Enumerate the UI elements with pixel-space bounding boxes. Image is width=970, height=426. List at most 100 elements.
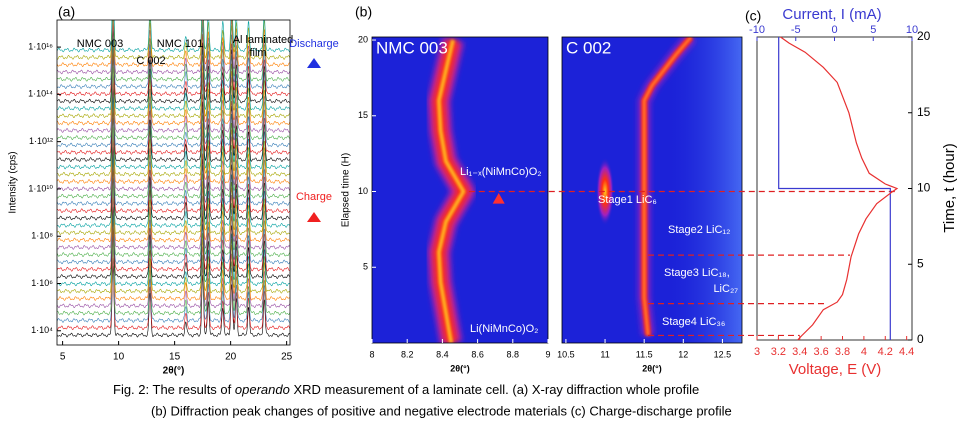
peak-label: NMC 101 [157, 38, 203, 50]
y-tick-label: 1·10⁸ [31, 231, 53, 241]
heatmap [372, 37, 548, 343]
y-tick-label: 1·10¹⁶ [28, 41, 53, 51]
y-tick-label: 1·10¹⁰ [28, 183, 53, 193]
diffraction-trace [57, 46, 290, 119]
x-tick-label: 8.2 [401, 349, 414, 359]
x2-axis-label: Current, I (mA) [782, 6, 881, 23]
arrow-label: Discharge [289, 38, 339, 50]
diffraction-trace [57, 108, 290, 184]
annotation: Stage2 LiC₁₂ [668, 224, 730, 236]
heatmap [562, 37, 742, 343]
x-tick-label: 3 [754, 346, 760, 358]
y-tick-label: 1·10¹⁴ [28, 89, 53, 99]
diffraction-trace [57, 29, 290, 104]
x-tick-label: 4.2 [878, 346, 893, 358]
diffraction-trace [57, 138, 290, 214]
diffraction-trace [57, 23, 290, 97]
x-axis-label: 2θ(°) [450, 363, 469, 373]
ridge [436, 39, 466, 343]
panel-title: NMC 003 [376, 38, 448, 57]
x-axis-label: 2θ(°) [642, 363, 661, 373]
diffraction-trace [57, 154, 290, 228]
diffraction-trace [57, 57, 290, 133]
diffraction-trace [57, 20, 290, 82]
plot-frame [56, 19, 291, 346]
diffraction-trace [57, 206, 290, 279]
x-tick-label: 8 [369, 349, 374, 359]
panel-title: C 002 [566, 38, 611, 57]
y-axis-label: Intensity (cps) [8, 151, 19, 213]
diffraction-trace [57, 197, 290, 272]
voltage-line [780, 36, 899, 341]
diffraction-trace [57, 213, 290, 287]
ridge [643, 37, 692, 336]
y-tick-label: 10 [917, 181, 931, 195]
diffraction-trace [57, 20, 290, 68]
caption-part: Fig. 2: The results of [113, 382, 235, 397]
diffraction-trace [57, 20, 290, 53]
panel-label: (a) [58, 4, 75, 20]
caption-part: XRD measurement of a laminate cell. (a) … [290, 382, 699, 397]
x2-tick-label: -5 [791, 24, 801, 36]
diffraction-trace [57, 117, 290, 192]
x2-tick-label: 10 [906, 24, 918, 36]
diffraction-trace [57, 96, 290, 170]
diffraction-trace [57, 81, 290, 155]
peak-spot [596, 157, 615, 226]
diffraction-trace [57, 228, 290, 301]
y-tick-label: 20 [917, 29, 931, 43]
x-tick-label: 25 [281, 352, 293, 363]
y-tick-label: 15 [917, 105, 931, 119]
diffraction-trace [57, 75, 290, 148]
diffraction-trace [57, 265, 290, 338]
x-tick-label: 11 [600, 349, 609, 359]
y-tick-label: 0 [917, 332, 924, 346]
y-tick-label: 1·10⁴ [31, 325, 53, 335]
y-axis-label: Elapsed time (H) [341, 153, 352, 227]
x-tick-label: 8.8 [507, 349, 520, 359]
x-tick-label: 4.4 [899, 346, 914, 358]
annotation: Stage4 LiC₃₆ [662, 316, 725, 328]
x-tick-label: 20 [225, 352, 237, 363]
diffraction-trace [57, 127, 290, 199]
y-tick-label: 5 [363, 262, 368, 272]
x-tick-label: 8.4 [436, 349, 449, 359]
diffraction-trace [57, 20, 290, 75]
diffraction-trace [57, 189, 290, 265]
y-tick-label: 10 [358, 186, 368, 196]
x-tick-label: 5 [60, 352, 66, 363]
x-tick-label: 3.8 [835, 346, 850, 358]
x-tick-label: 12.5 [714, 349, 732, 359]
x-tick-label: 9 [545, 349, 550, 359]
diffraction-trace [57, 219, 290, 294]
y-axis-label: Time, t (hour) [941, 143, 958, 232]
diffraction-trace [57, 20, 290, 89]
current-line [778, 37, 891, 340]
arrow-head [492, 193, 505, 204]
y-tick-label: 1·10⁶ [31, 278, 53, 288]
x-tick-label: 3.6 [813, 346, 828, 358]
diffraction-trace [57, 38, 290, 111]
x-tick-label: 8.6 [471, 349, 484, 359]
caption-line: (b) Diffraction peak changes of positive… [151, 403, 732, 418]
x2-tick-label: 5 [870, 24, 876, 36]
x-tick-label: 10.5 [557, 349, 575, 359]
caption-line: Fig. 2: The results of operando XRD meas… [113, 382, 699, 397]
caption-part: operando [235, 382, 290, 397]
peak-label: C 002 [136, 55, 165, 67]
x-axis-label: 2θ(°) [163, 366, 185, 377]
x-tick-label: 3.2 [771, 346, 786, 358]
annotation: Stage1 LiC₆ [598, 194, 657, 206]
diffraction-trace [57, 235, 290, 309]
annotation: LiC₂₇ [713, 283, 738, 295]
diffraction-trace [57, 168, 290, 243]
diffraction-trace [57, 66, 290, 141]
x-tick-label: 3.4 [792, 346, 807, 358]
annotation: Li₁₋ₓ(NiMnCo)O₂ [460, 166, 542, 178]
diffraction-trace [57, 132, 290, 206]
y-tick-label: 5 [917, 256, 924, 270]
diffraction-trace [57, 51, 290, 126]
x-tick-label: 4 [861, 346, 867, 358]
plot-frame [371, 36, 549, 344]
